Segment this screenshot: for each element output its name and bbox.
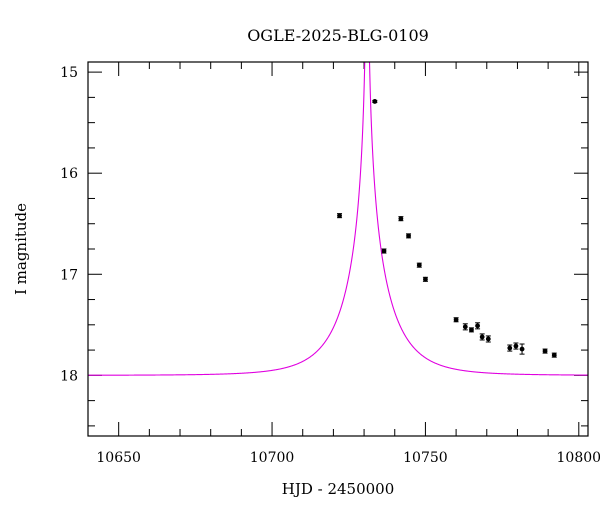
point-marker — [469, 327, 474, 333]
data-point — [485, 335, 491, 343]
data-point — [479, 333, 485, 341]
plot-area — [88, 62, 588, 376]
point-marker — [479, 334, 485, 340]
x-axis-label: HJD - 2450000 — [282, 480, 395, 498]
y-tick-label: 17 — [60, 267, 78, 283]
data-point — [422, 276, 428, 282]
data-point — [475, 322, 481, 330]
x-tick-label: 10750 — [403, 450, 448, 466]
data-point — [416, 262, 422, 268]
x-tick-label: 10650 — [96, 450, 141, 466]
point-marker — [372, 99, 378, 104]
point-marker — [416, 262, 422, 268]
data-point — [507, 344, 513, 352]
data-point — [398, 216, 404, 222]
point-marker — [423, 276, 428, 282]
x-tick-label: 10700 — [250, 450, 295, 466]
data-point — [551, 352, 557, 358]
point-marker — [406, 233, 411, 239]
data-point — [468, 327, 474, 333]
y-tick-label: 16 — [60, 166, 78, 182]
y-axis-label: I magnitude — [12, 203, 30, 295]
x-tick-label: 10800 — [557, 450, 600, 466]
axis-ticks — [87, 62, 588, 436]
data-point — [462, 323, 468, 331]
point-marker — [542, 348, 548, 354]
point-marker — [381, 248, 387, 254]
data-point — [381, 248, 387, 254]
data-point — [453, 317, 459, 323]
data-point — [372, 99, 378, 104]
point-marker — [453, 317, 459, 323]
y-tick-label: 18 — [60, 368, 78, 384]
data-point — [406, 233, 412, 239]
point-marker — [513, 343, 519, 349]
point-marker — [398, 216, 404, 222]
data-point — [519, 343, 525, 355]
plot-frame — [87, 61, 589, 437]
point-marker — [485, 336, 491, 342]
point-marker — [551, 352, 557, 358]
data-point — [542, 348, 548, 354]
y-tick-label: 15 — [60, 65, 78, 81]
data-point — [337, 213, 343, 219]
data-points — [337, 99, 557, 358]
point-marker — [519, 346, 525, 352]
point-marker — [475, 323, 480, 329]
point-marker — [462, 324, 468, 330]
tick-labels: 10650 10700 10750 10800 15 16 17 18 — [60, 65, 600, 466]
point-marker — [507, 345, 513, 351]
data-point — [513, 342, 519, 350]
point-marker — [337, 213, 342, 219]
chart-title: OGLE-2025-BLG-0109 — [247, 26, 429, 45]
model-curve — [88, 62, 588, 376]
